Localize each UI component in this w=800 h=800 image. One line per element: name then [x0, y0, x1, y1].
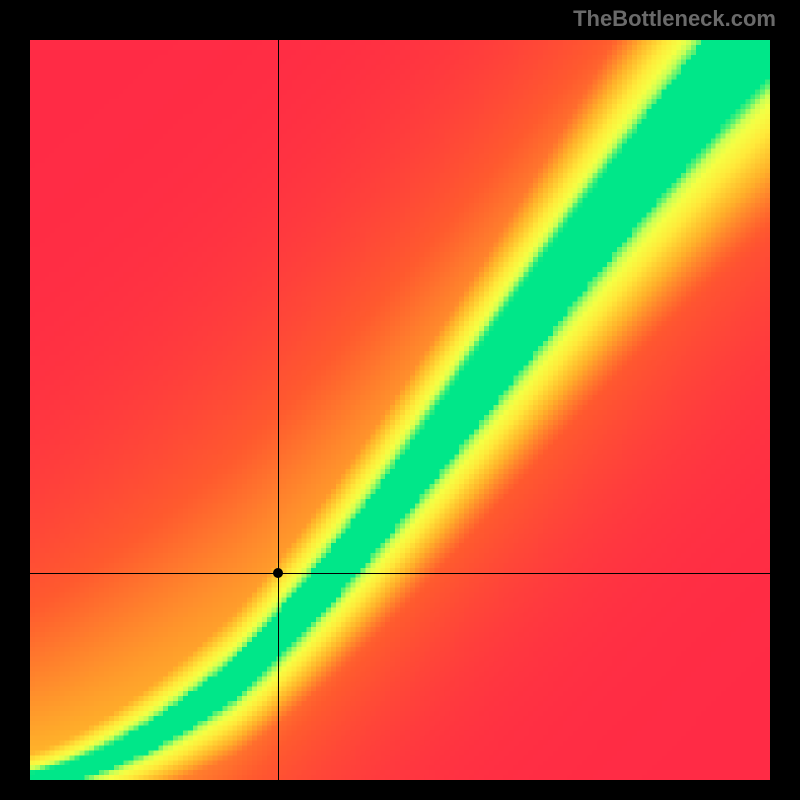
heatmap-canvas — [30, 40, 770, 780]
crosshair-marker — [273, 568, 283, 578]
heatmap-plot — [30, 40, 770, 780]
watermark-text: TheBottleneck.com — [573, 6, 776, 32]
crosshair-horizontal — [30, 573, 770, 574]
crosshair-vertical — [278, 40, 279, 780]
heatmap-canvas-wrap — [30, 40, 770, 780]
